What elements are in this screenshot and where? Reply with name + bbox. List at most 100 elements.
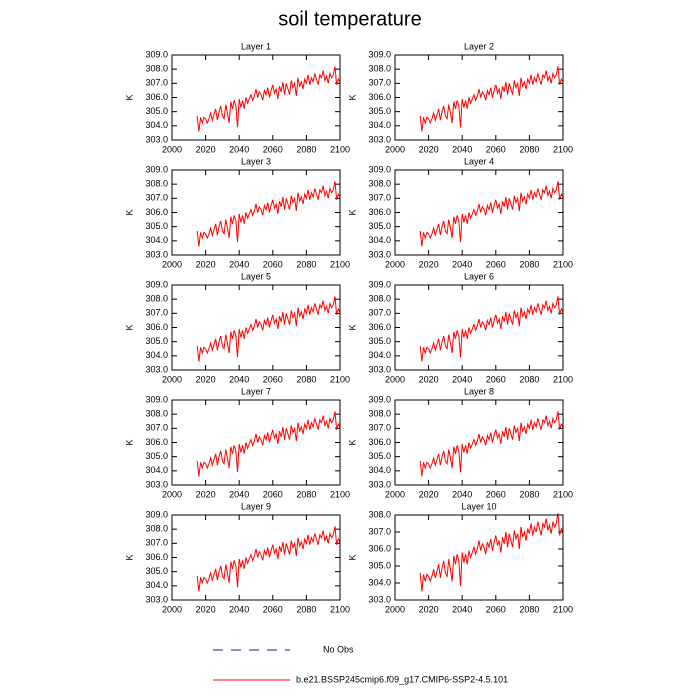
y-tick-label: 304.0 [368, 577, 391, 587]
y-tick-label: 303.0 [145, 364, 168, 374]
y-tick-label: 306.0 [368, 543, 391, 553]
y-tick-label: 303.0 [368, 364, 391, 374]
y-tick-label: 309.0 [368, 394, 391, 404]
y-tick-label: 309.0 [145, 394, 168, 404]
y-tick-label: 308.0 [145, 294, 168, 304]
y-axis-label: K [124, 439, 134, 445]
x-tick-label: 2080 [519, 374, 539, 384]
x-tick-label: 2000 [162, 144, 182, 154]
x-tick-label: 2000 [162, 489, 182, 499]
legend-label: b.e21.BSSP245cmip6.f09_g17.CMIP6-SSP2-4.… [296, 674, 508, 684]
x-tick-label: 2000 [162, 604, 182, 614]
y-tick-label: 305.0 [145, 566, 168, 576]
y-tick-label: 306.0 [145, 322, 168, 332]
y-tick-label: 304.0 [368, 120, 391, 130]
x-tick-label: 2100 [330, 144, 350, 154]
x-tick-label: 2000 [385, 489, 405, 499]
x-tick-label: 2080 [296, 144, 316, 154]
data-line [196, 296, 341, 362]
plot-frame [171, 169, 341, 256]
x-tick-label: 2060 [486, 374, 506, 384]
y-tick-label: 306.0 [145, 92, 168, 102]
y-axis-label: K [347, 439, 357, 445]
y-axis-label: K [124, 209, 134, 215]
y-tick-label: 305.0 [368, 451, 391, 461]
plot-frame [171, 54, 341, 141]
y-tick-label: 308.0 [145, 409, 168, 419]
data-line [419, 181, 564, 247]
x-tick-label: 2060 [263, 144, 283, 154]
x-tick-label: 2080 [296, 604, 316, 614]
y-axis-label: K [347, 324, 357, 330]
x-tick-label: 2060 [486, 604, 506, 614]
y-tick-label: 305.0 [368, 106, 391, 116]
x-tick-label: 2100 [330, 374, 350, 384]
y-tick-label: 308.0 [368, 294, 391, 304]
y-tick-label: 308.0 [145, 179, 168, 189]
y-tick-label: 303.0 [368, 134, 391, 144]
x-tick-label: 2000 [162, 259, 182, 269]
data-line [419, 296, 564, 362]
x-tick-label: 2040 [229, 489, 249, 499]
y-tick-label: 307.0 [145, 78, 168, 88]
x-tick-label: 2100 [553, 144, 573, 154]
y-axis-label: K [347, 554, 357, 560]
y-tick-label: 308.0 [368, 64, 391, 74]
y-tick-label: 308.0 [368, 509, 391, 519]
y-tick-label: 306.0 [145, 207, 168, 217]
panel-title: Layer 8 [464, 386, 494, 396]
data-line [419, 411, 564, 477]
plot-frame [394, 169, 564, 256]
x-tick-label: 2060 [486, 144, 506, 154]
y-axis-label: K [124, 324, 134, 330]
plot-frame [394, 514, 564, 601]
x-tick-label: 2000 [385, 259, 405, 269]
y-tick-label: 304.0 [368, 350, 391, 360]
x-tick-label: 2040 [452, 259, 472, 269]
x-tick-label: 2080 [296, 489, 316, 499]
plot-frame [171, 514, 341, 601]
y-tick-label: 304.0 [368, 235, 391, 245]
y-tick-label: 308.0 [145, 64, 168, 74]
panel-title: Layer 1 [241, 41, 271, 51]
y-tick-label: 304.0 [145, 580, 168, 590]
y-axis-label: K [347, 94, 357, 100]
x-tick-label: 2100 [553, 259, 573, 269]
y-tick-label: 307.0 [368, 308, 391, 318]
x-tick-label: 2020 [196, 144, 216, 154]
x-tick-label: 2080 [296, 259, 316, 269]
y-tick-label: 305.0 [368, 560, 391, 570]
x-tick-label: 2080 [519, 144, 539, 154]
panel-title: Layer 3 [241, 156, 271, 166]
y-tick-label: 303.0 [145, 249, 168, 259]
data-line [196, 181, 341, 247]
x-tick-label: 2020 [419, 374, 439, 384]
y-tick-label: 303.0 [145, 594, 168, 604]
x-tick-label: 2060 [486, 489, 506, 499]
panel-title: Layer 4 [464, 156, 494, 166]
y-tick-label: 309.0 [368, 49, 391, 59]
y-tick-label: 309.0 [145, 279, 168, 289]
y-tick-label: 306.0 [368, 437, 391, 447]
y-tick-label: 304.0 [145, 235, 168, 245]
plot-frame [394, 284, 564, 371]
x-tick-label: 2060 [263, 374, 283, 384]
y-tick-label: 307.0 [145, 308, 168, 318]
plot-frame [394, 54, 564, 141]
y-tick-label: 303.0 [368, 249, 391, 259]
y-tick-label: 308.0 [368, 179, 391, 189]
y-tick-label: 307.0 [145, 423, 168, 433]
x-tick-label: 2040 [452, 489, 472, 499]
y-axis-label: K [124, 554, 134, 560]
x-tick-label: 2000 [385, 374, 405, 384]
x-tick-label: 2100 [553, 489, 573, 499]
x-tick-label: 2080 [519, 259, 539, 269]
figure-title: soil temperature [278, 8, 421, 30]
x-tick-label: 2080 [296, 374, 316, 384]
x-tick-label: 2060 [263, 604, 283, 614]
y-tick-label: 308.0 [145, 524, 168, 534]
x-tick-label: 2100 [553, 374, 573, 384]
y-tick-label: 304.0 [145, 350, 168, 360]
y-tick-label: 303.0 [145, 134, 168, 144]
plot-frame [171, 399, 341, 486]
